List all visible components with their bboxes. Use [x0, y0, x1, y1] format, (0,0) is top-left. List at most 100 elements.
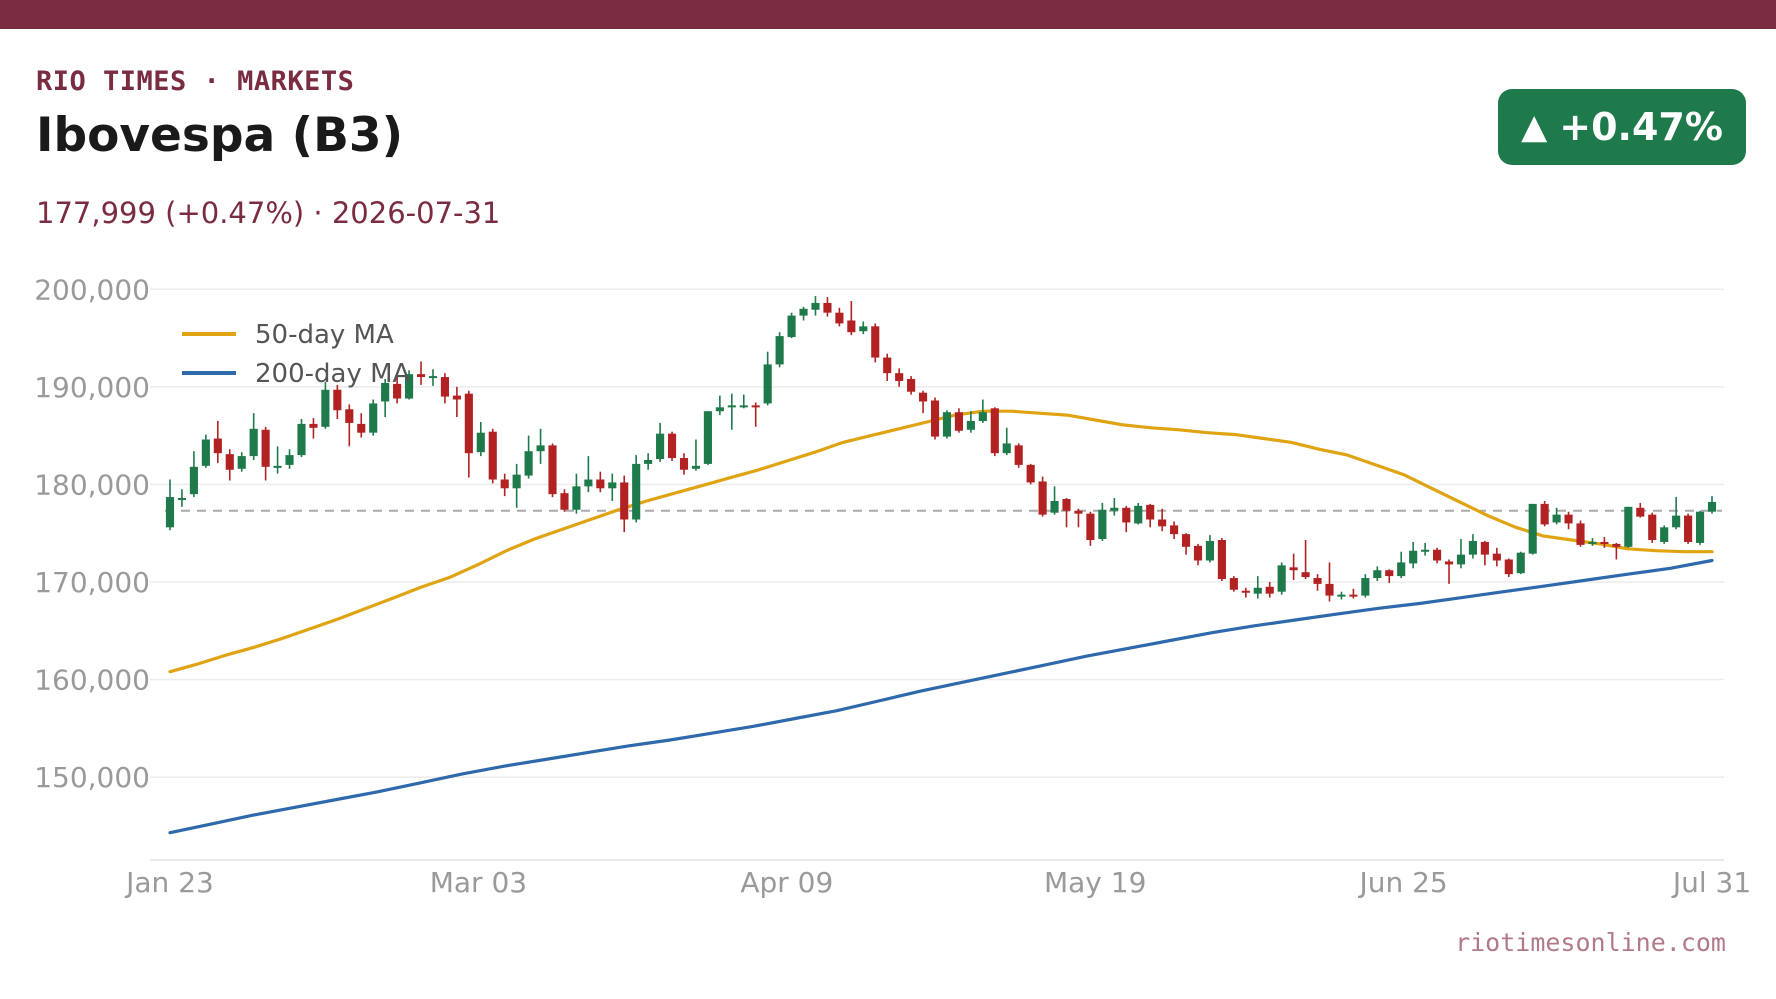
candle-down	[1193, 545, 1203, 561]
candle-up	[237, 456, 246, 469]
candle-down	[1325, 583, 1334, 596]
candle-up	[632, 463, 641, 520]
candle-down	[1480, 541, 1489, 555]
legend-label: 200-day MA	[255, 359, 411, 389]
candle-up	[775, 336, 784, 365]
candle-up	[572, 486, 581, 510]
candle-down	[1158, 519, 1167, 527]
candle-down	[1600, 541, 1609, 544]
candle-up	[177, 498, 187, 501]
candle-up	[428, 376, 438, 379]
candle-down	[1289, 567, 1298, 571]
candle-up	[1253, 587, 1262, 594]
y-tick-label: 190,000	[34, 371, 150, 404]
candle-down	[416, 374, 426, 378]
candle-up	[1624, 506, 1633, 547]
x-tick-label: May 19	[1044, 866, 1146, 899]
candle-down	[1038, 481, 1047, 515]
candle-up	[715, 407, 724, 412]
candle-down	[1576, 523, 1585, 545]
candle-up	[763, 364, 772, 404]
x-tick-label: Apr 09	[740, 866, 833, 899]
candle-up	[1672, 515, 1681, 528]
candle-up	[966, 420, 975, 430]
candle-down	[679, 458, 689, 470]
candle-up	[1421, 549, 1430, 552]
candle-down	[954, 412, 963, 431]
candle-down	[1636, 507, 1645, 517]
candle-down	[1648, 514, 1657, 540]
price-subtitle: 177,999 (+0.47%) · 2026-07-31	[36, 196, 501, 230]
candle-up	[381, 382, 390, 402]
candle-up	[1660, 527, 1669, 542]
candle-up	[1110, 507, 1119, 511]
candle-up	[656, 433, 665, 460]
candle-up	[1134, 505, 1143, 524]
top-accent-bar	[0, 0, 1776, 29]
y-tick-label: 170,000	[34, 566, 150, 599]
ma-series-200-line	[168, 558, 1714, 835]
candle-up	[536, 445, 545, 452]
candle-down	[1433, 549, 1442, 561]
candle-down	[620, 482, 629, 520]
candle-up	[476, 432, 485, 453]
candle-up	[691, 465, 701, 469]
candle-down	[1265, 586, 1274, 594]
candle-down	[1684, 515, 1693, 542]
y-tick-label: 180,000	[34, 468, 150, 501]
candle-down	[1217, 540, 1226, 580]
candle-up	[1337, 594, 1346, 597]
x-tick-label: Jan 23	[124, 866, 214, 899]
candle-up	[942, 412, 952, 437]
y-tick-label: 160,000	[34, 664, 150, 697]
candle-up	[189, 466, 198, 495]
candle-up	[524, 451, 533, 476]
candle-down	[548, 445, 557, 495]
candle-down	[1026, 464, 1035, 483]
candle-up	[859, 326, 868, 332]
candle-down	[1086, 513, 1095, 540]
candle-down	[1170, 525, 1179, 535]
candle-up	[297, 423, 306, 456]
source-footer: riotimesonline.com	[1455, 928, 1726, 957]
candle-down	[500, 479, 509, 489]
candle-up	[811, 302, 820, 310]
candle-up	[273, 465, 282, 468]
candle-down	[393, 383, 402, 399]
candle-up	[787, 315, 796, 338]
candle-up	[512, 474, 521, 489]
candle-down	[930, 400, 940, 437]
candle-down	[213, 438, 222, 454]
candle-up	[703, 411, 712, 464]
candle-down	[871, 326, 880, 358]
candle-up	[1707, 501, 1717, 512]
candle-down	[1074, 510, 1083, 514]
candle-down	[345, 409, 354, 423]
candle-up	[1409, 550, 1418, 564]
candle-down	[1146, 504, 1155, 520]
candle-up	[1528, 503, 1537, 554]
candle-up	[739, 405, 748, 408]
candle-up	[1098, 509, 1107, 540]
candle-down	[1301, 572, 1310, 578]
candle-down	[1444, 561, 1454, 565]
change-badge: ▲ +0.47%	[1498, 89, 1746, 165]
candle-up	[584, 479, 593, 487]
candle-up	[1397, 562, 1406, 577]
candle-down	[261, 429, 270, 467]
candle-down	[1564, 514, 1573, 524]
candle-up	[285, 455, 294, 465]
candle-down	[333, 389, 342, 411]
candle-down	[309, 423, 318, 428]
candle-up	[1277, 565, 1286, 592]
candle-down	[452, 395, 461, 400]
candle-up	[799, 308, 808, 316]
candle-up	[369, 403, 378, 433]
candle-down	[464, 393, 473, 454]
x-tick-label: Mar 03	[430, 866, 527, 899]
candle-down	[895, 373, 904, 381]
candle-up	[321, 389, 330, 427]
x-tick-label: Jul 31	[1671, 866, 1751, 899]
candle-down	[440, 377, 449, 397]
candle-up	[249, 428, 258, 457]
